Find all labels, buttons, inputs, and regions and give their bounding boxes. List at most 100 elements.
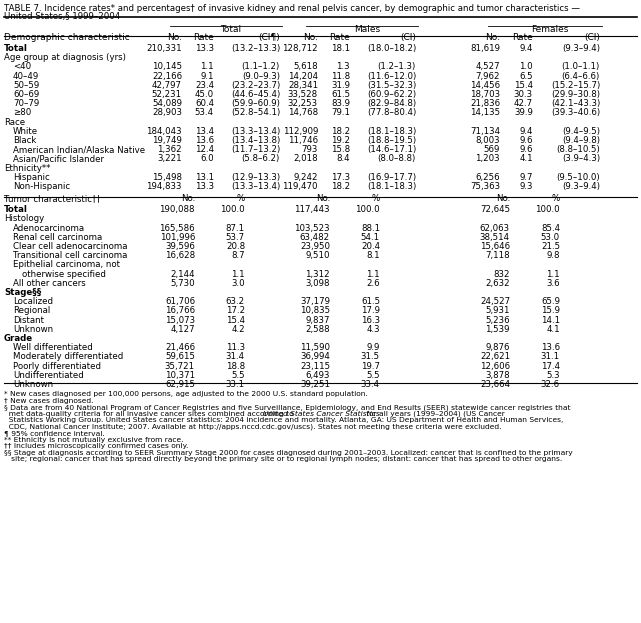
Text: 42.7: 42.7 [514, 99, 533, 108]
Text: 19.7: 19.7 [361, 361, 380, 371]
Text: American Indian/Alaska Native: American Indian/Alaska Native [13, 145, 145, 155]
Text: 15,498: 15,498 [152, 173, 182, 182]
Text: 31.5: 31.5 [361, 353, 380, 361]
Text: (1.2–1.3): (1.2–1.3) [378, 62, 416, 72]
Text: Stage§§: Stage§§ [4, 288, 41, 297]
Text: 54.1: 54.1 [361, 233, 380, 242]
Text: 8.7: 8.7 [231, 251, 245, 260]
Text: (18.1–18.3): (18.1–18.3) [367, 182, 416, 191]
Text: ¶ 95% confidence interval.: ¶ 95% confidence interval. [4, 430, 104, 436]
Text: 19,749: 19,749 [152, 136, 182, 145]
Text: 3,221: 3,221 [158, 155, 182, 163]
Text: (13.2–13.3): (13.2–13.3) [231, 44, 280, 53]
Text: 17.2: 17.2 [226, 307, 245, 315]
Text: 61.5: 61.5 [361, 297, 380, 306]
Text: CDC, National Cancer Institute; 2007. Available at http://apps.nccd.cdc.gov/uscs: CDC, National Cancer Institute; 2007. Av… [4, 424, 501, 430]
Text: 5.3: 5.3 [546, 371, 560, 380]
Text: 793: 793 [302, 145, 318, 155]
Text: United States Cancer Statistics: United States Cancer Statistics [263, 411, 380, 417]
Text: Poorly differentiated: Poorly differentiated [13, 361, 101, 371]
Text: 100.0: 100.0 [535, 205, 560, 214]
Text: 13.3: 13.3 [195, 182, 214, 191]
Text: site; regional: cancer that has spread directly beyond the primary site or to re: site; regional: cancer that has spread d… [4, 456, 562, 462]
Text: (18.0–18.2): (18.0–18.2) [367, 44, 416, 53]
Text: 39,251: 39,251 [300, 380, 330, 389]
Text: Rate: Rate [329, 33, 350, 42]
Text: 19.2: 19.2 [331, 136, 350, 145]
Text: (CI): (CI) [400, 33, 416, 42]
Text: 8.1: 8.1 [367, 251, 380, 260]
Text: 3,098: 3,098 [306, 279, 330, 288]
Text: 128,712: 128,712 [283, 44, 318, 53]
Text: otherwise specified: otherwise specified [22, 270, 106, 278]
Text: 20.4: 20.4 [361, 242, 380, 251]
Text: 13.6: 13.6 [541, 343, 560, 352]
Text: 12.4: 12.4 [195, 145, 214, 155]
Text: (15.2–15.7): (15.2–15.7) [551, 81, 600, 90]
Text: Demographic characteristic: Demographic characteristic [4, 33, 129, 42]
Text: (16.9–17.7): (16.9–17.7) [367, 173, 416, 182]
Text: 9.4: 9.4 [519, 44, 533, 53]
Text: 33,528: 33,528 [288, 90, 318, 99]
Text: for all years (1999–2004) (US Cancer: for all years (1999–2004) (US Cancer [363, 411, 504, 417]
Text: 101,996: 101,996 [160, 233, 195, 242]
Text: 23,950: 23,950 [300, 242, 330, 251]
Text: 23.4: 23.4 [195, 81, 214, 90]
Text: (29.9–30.8): (29.9–30.8) [551, 90, 600, 99]
Text: 24,527: 24,527 [480, 297, 510, 306]
Text: 21,466: 21,466 [165, 343, 195, 352]
Text: 1,203: 1,203 [476, 155, 500, 163]
Text: 9.1: 9.1 [201, 72, 214, 80]
Text: (14.6–17.1): (14.6–17.1) [367, 145, 416, 155]
Text: 54,089: 54,089 [152, 99, 182, 108]
Text: (11.6–12.0): (11.6–12.0) [367, 72, 416, 80]
Text: %: % [552, 194, 560, 203]
Text: 50–59: 50–59 [13, 81, 39, 90]
Text: Rate: Rate [193, 33, 214, 42]
Text: 63,482: 63,482 [300, 233, 330, 242]
Text: Tumor characteristic††: Tumor characteristic†† [4, 194, 101, 203]
Text: (9.3–9.4): (9.3–9.4) [562, 182, 600, 191]
Text: 1,539: 1,539 [485, 325, 510, 334]
Text: 63.2: 63.2 [226, 297, 245, 306]
Text: 184,043: 184,043 [146, 127, 182, 136]
Text: 5,931: 5,931 [485, 307, 510, 315]
Text: 15.4: 15.4 [226, 316, 245, 325]
Text: (8.0–8.8): (8.0–8.8) [378, 155, 416, 163]
Text: 13.1: 13.1 [195, 173, 214, 182]
Text: 14,768: 14,768 [288, 108, 318, 117]
Text: (CI): (CI) [584, 33, 600, 42]
Text: %: % [237, 194, 245, 203]
Text: 75,363: 75,363 [470, 182, 500, 191]
Text: 45.0: 45.0 [195, 90, 214, 99]
Text: 87.1: 87.1 [226, 224, 245, 232]
Text: 18.2: 18.2 [331, 182, 350, 191]
Text: 83.9: 83.9 [331, 99, 350, 108]
Text: Histology: Histology [4, 214, 44, 224]
Text: 37,179: 37,179 [300, 297, 330, 306]
Text: 112,909: 112,909 [283, 127, 318, 136]
Text: White: White [13, 127, 38, 136]
Text: 832: 832 [494, 270, 510, 278]
Text: 7,118: 7,118 [485, 251, 510, 260]
Text: 4.3: 4.3 [367, 325, 380, 334]
Text: 6,493: 6,493 [306, 371, 330, 380]
Text: 15,073: 15,073 [165, 316, 195, 325]
Text: (59.9–60.9): (59.9–60.9) [231, 99, 280, 108]
Text: 21.5: 21.5 [541, 242, 560, 251]
Text: 23,115: 23,115 [300, 361, 330, 371]
Text: Unknown: Unknown [13, 325, 53, 334]
Text: Adenocarcinoma: Adenocarcinoma [13, 224, 85, 232]
Text: 14.1: 14.1 [541, 316, 560, 325]
Text: 13.3: 13.3 [195, 44, 214, 53]
Text: 9,510: 9,510 [306, 251, 330, 260]
Text: 190,088: 190,088 [160, 205, 195, 214]
Text: 18.2: 18.2 [331, 127, 350, 136]
Text: 9.4: 9.4 [519, 127, 533, 136]
Text: (44.6–45.4): (44.6–45.4) [231, 90, 280, 99]
Text: 6.0: 6.0 [201, 155, 214, 163]
Text: § Data are from 40 National Program of Cancer Registries and five Surveillance, : § Data are from 40 National Program of C… [4, 404, 570, 411]
Text: (3.9–4.3): (3.9–4.3) [562, 155, 600, 163]
Text: 71,134: 71,134 [470, 127, 500, 136]
Text: 1.1: 1.1 [201, 62, 214, 72]
